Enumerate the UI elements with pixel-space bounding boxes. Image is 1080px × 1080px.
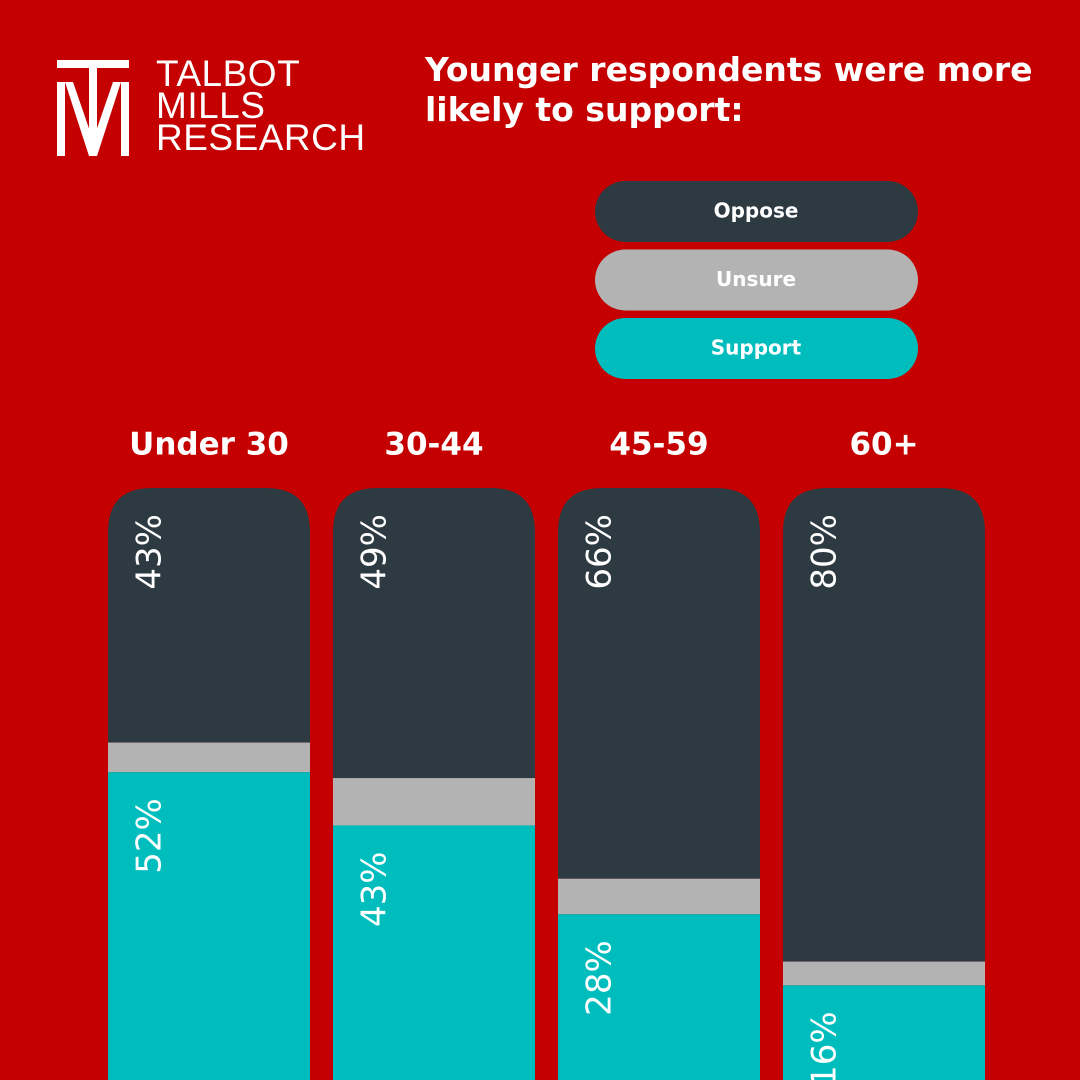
bar-segment (783, 488, 985, 962)
bar-segment (558, 878, 760, 915)
x-tick-label: 60+ (849, 427, 918, 463)
bar-segment (108, 742, 310, 773)
legend-label: Support (711, 336, 802, 360)
legend-swatch (595, 249, 918, 311)
brand-line: MILLS (156, 85, 266, 126)
bar-segment (558, 914, 760, 1080)
bar-segment (333, 778, 535, 826)
bar-segment (558, 488, 760, 879)
logo-mark (57, 60, 129, 156)
bar-segment (333, 825, 535, 1080)
bar-segment (783, 961, 985, 986)
brand-line: RESEARCH (156, 117, 366, 158)
bar-segment (108, 772, 310, 1080)
data-label: 52% (130, 798, 170, 874)
x-tick-label: 30-44 (384, 427, 483, 463)
bar-segment (333, 488, 535, 779)
chart-title: Younger respondents were more likely to … (425, 50, 1033, 129)
legend-swatch (595, 181, 918, 242)
data-label: 66% (580, 514, 620, 590)
bar-segment (783, 985, 985, 1080)
data-label: 49% (355, 514, 395, 590)
x-tick-label: Under 30 (129, 427, 289, 463)
legend-swatch (595, 318, 918, 379)
data-label: 28% (580, 940, 620, 1016)
data-label: 43% (130, 514, 170, 590)
data-label: 80% (805, 514, 845, 590)
bar-segment (108, 488, 310, 743)
x-tick-label: 45-59 (609, 427, 708, 463)
brand-line: TALBOT (156, 53, 301, 94)
legend-label: Unsure (716, 267, 796, 291)
legend-label: Oppose (714, 199, 799, 223)
data-label: 16% (805, 1011, 845, 1080)
data-label: 43% (355, 851, 395, 927)
brand: TALBOT MILLS RESEARCH (156, 53, 366, 158)
